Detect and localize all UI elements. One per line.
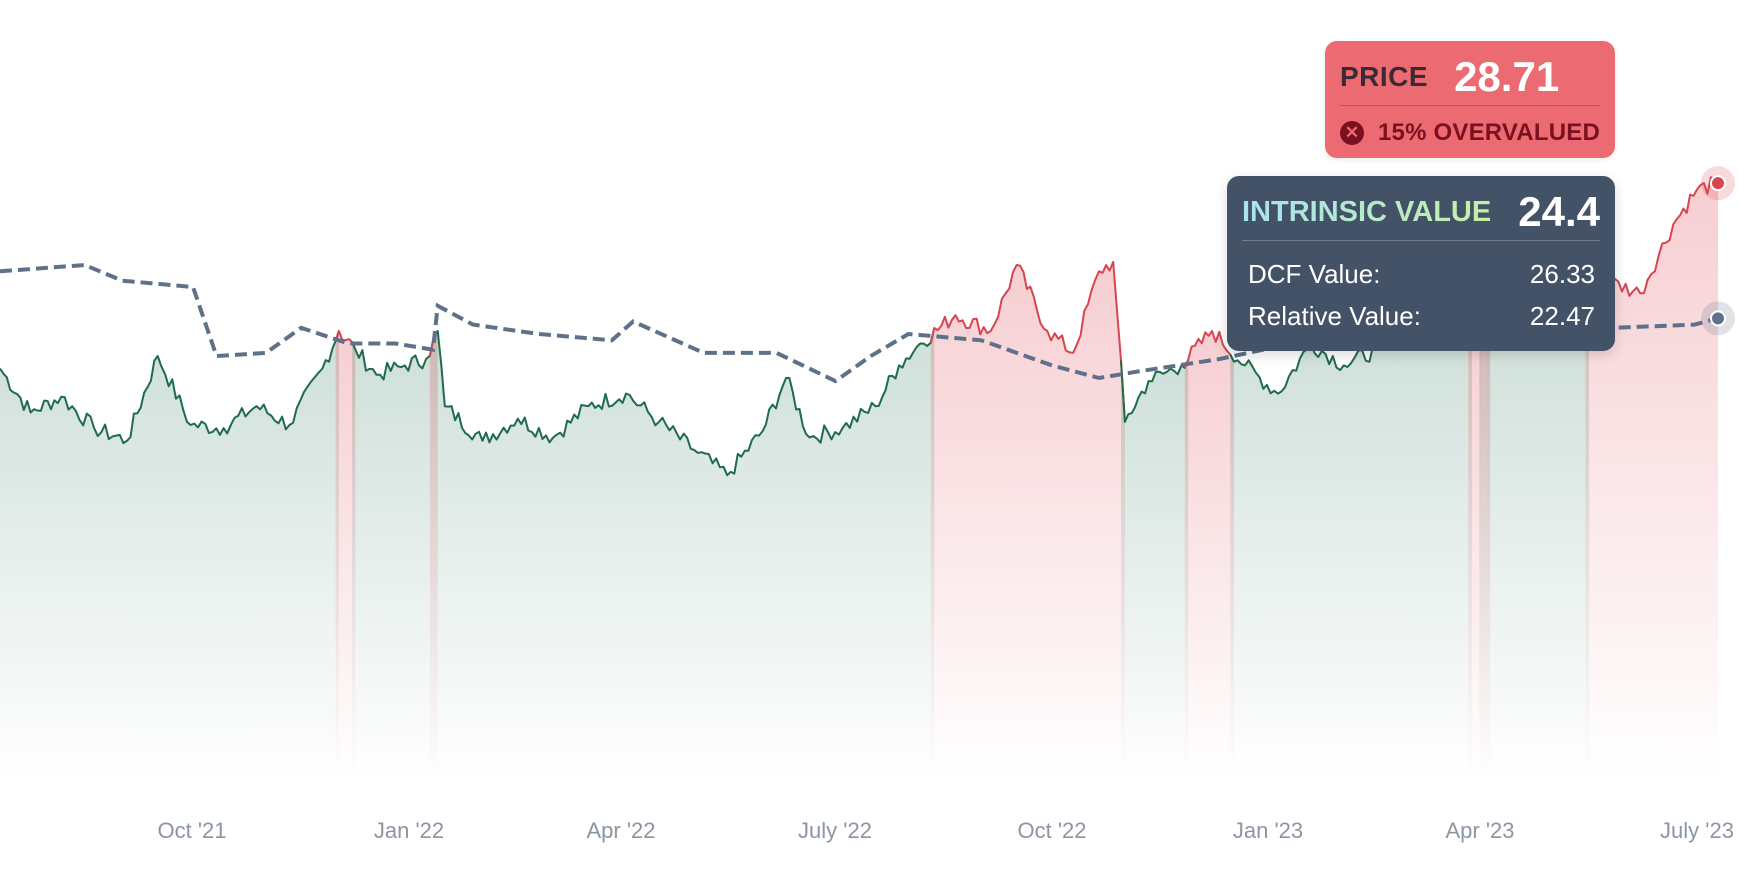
undervalued-area-0 (0, 330, 339, 780)
end-markers (1701, 166, 1735, 336)
overvalued-text: 15% OVERVALUED (1378, 119, 1600, 146)
undervalued-area-12 (1486, 309, 1590, 780)
intrinsic-value-number: 24.4 (1518, 188, 1600, 235)
undervalued-area-8 (1230, 315, 1472, 780)
price-line-segment-0 (0, 330, 340, 445)
intrinsic-value-line (0, 262, 1719, 384)
intrinsic-value-label: INTRINSIC VALUE (1242, 195, 1492, 228)
x-tick-label: Oct '21 (157, 818, 226, 843)
x-tick-label: Oct '22 (1017, 818, 1086, 843)
price-line-segment-7 (1183, 329, 1235, 369)
undervalued-area-2 (352, 336, 434, 780)
x-tick-label: Jan '22 (374, 818, 444, 843)
x-tick-label: Apr '22 (586, 818, 655, 843)
x-axis-ticks: Oct '21 Jan '22 Apr '22 July '22 Oct '22 Jan … (157, 818, 1733, 843)
close-circle-icon: ✕ (1340, 121, 1364, 145)
x-tick-label: July '22 (798, 818, 872, 843)
dcf-value-row: DCF Value: 26.33 (1248, 254, 1595, 294)
intrinsic-value-tooltip-card: INTRINSIC VALUE 24.4 DCF Value: 26.33 Re… (1227, 176, 1615, 351)
dcf-value-label: DCF Value: (1248, 258, 1381, 289)
overvalued-area-9 (1468, 312, 1483, 780)
intrinsic_value-end-marker[interactable] (1710, 310, 1726, 327)
price-header: PRICE 28.71 (1340, 49, 1600, 106)
x-tick-label: Apr '23 (1445, 818, 1514, 843)
overvalued-area-1 (335, 330, 356, 780)
price-value: 28.71 (1454, 53, 1560, 100)
overvalued-area-7 (1184, 330, 1234, 780)
price-tooltip-card: PRICE 28.71 ✕ 15% OVERVALUED (1325, 41, 1615, 158)
price-line-segment-2 (351, 336, 435, 381)
price-label: PRICE (1340, 61, 1429, 92)
undervalued-area-4 (433, 328, 935, 780)
valuation-area-fills (0, 177, 1718, 781)
price-line-segment-4 (432, 327, 936, 477)
price-line-segment-6 (1120, 359, 1190, 423)
intrinsic-header: INTRINSIC VALUE 24.4 (1242, 184, 1600, 241)
relative-value-number: 22.47 (1529, 300, 1595, 331)
dcf-value-number: 26.33 (1529, 258, 1595, 289)
x-tick-label: July '23 (1660, 818, 1734, 843)
price-end-marker[interactable] (1710, 175, 1726, 192)
relative-value-label: Relative Value: (1248, 300, 1421, 331)
overvalued-area-13 (1585, 177, 1718, 781)
relative-value-row: Relative Value: 22.47 (1248, 296, 1595, 336)
overvalued-area-5 (930, 261, 1125, 780)
undervalued-area-6 (1121, 359, 1189, 780)
x-tick-label: Jan '23 (1233, 818, 1303, 843)
valuation-status: ✕ 15% OVERVALUED (1340, 114, 1605, 152)
price-line-segment-5 (929, 260, 1126, 422)
